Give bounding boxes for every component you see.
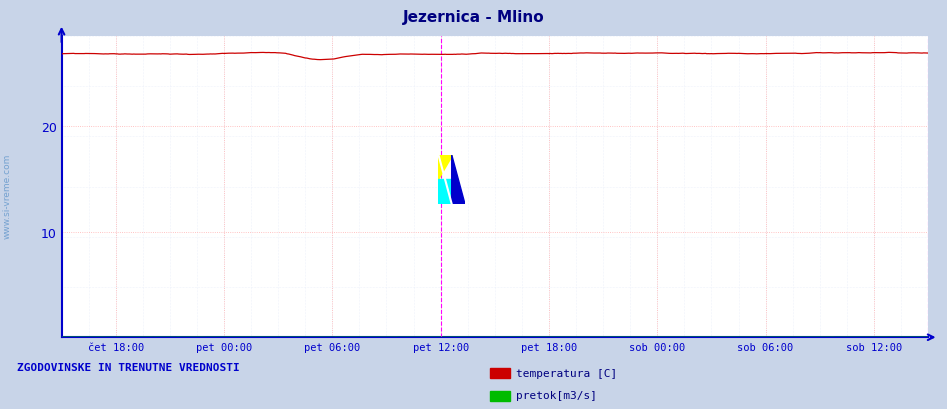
Text: Jezernica - Mlino: Jezernica - Mlino (402, 10, 545, 25)
Polygon shape (452, 155, 465, 204)
Text: www.si-vreme.com: www.si-vreme.com (3, 154, 12, 239)
Text: temperatura [C]: temperatura [C] (516, 368, 617, 378)
Text: ZGODOVINSKE IN TRENUTNE VREDNOSTI: ZGODOVINSKE IN TRENUTNE VREDNOSTI (17, 362, 240, 372)
Polygon shape (438, 180, 452, 204)
Polygon shape (438, 155, 452, 180)
Text: pretok[m3/s]: pretok[m3/s] (516, 391, 598, 400)
